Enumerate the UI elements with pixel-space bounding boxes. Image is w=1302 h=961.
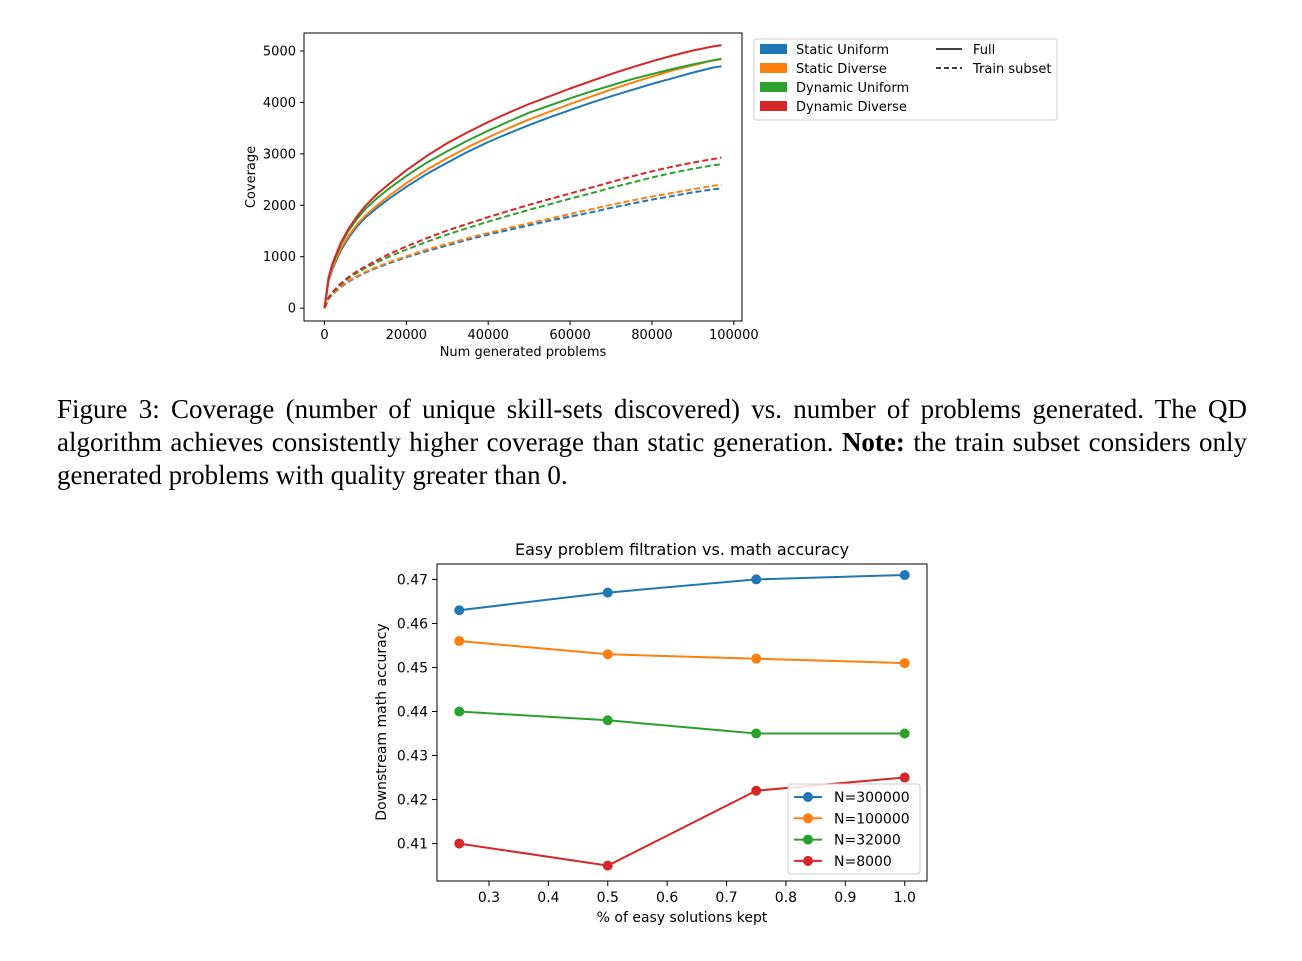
data-point-n-32000 bbox=[899, 728, 910, 739]
coverage-y-tick-label: 2000 bbox=[263, 199, 296, 214]
accuracy-y-tick-label: 0.43 bbox=[397, 749, 428, 765]
accuracy-y-ticks: 0.41 0.42 0.43 0.44 0.45 0.46 0.47 bbox=[397, 572, 437, 853]
data-point-n-8000 bbox=[454, 838, 465, 849]
accuracy-x-tick-label: 0.8 bbox=[775, 890, 797, 906]
legend-style-label-full: Full bbox=[973, 43, 995, 58]
accuracy-x-tick-label: 0.6 bbox=[656, 890, 678, 906]
data-point-n-100000 bbox=[454, 636, 465, 647]
accuracy-legend: N=300000 N=100000 N=32000 N=8000 bbox=[787, 783, 921, 875]
legend-label-static-uniform: Static Uniform bbox=[796, 43, 889, 58]
coverage-x-tick-label: 40000 bbox=[468, 328, 509, 343]
series-line-dynamic-uniform-train-subset bbox=[323, 163, 722, 309]
coverage-series-group bbox=[323, 44, 722, 309]
legend-marker-n-300000 bbox=[803, 792, 813, 802]
series-line-dynamic-diverse-train-subset bbox=[323, 156, 722, 309]
coverage-x-tick-label: 0 bbox=[320, 328, 328, 343]
data-point-n-100000 bbox=[899, 658, 910, 669]
data-point-n-300000 bbox=[454, 605, 465, 616]
data-point-n-8000 bbox=[602, 860, 613, 871]
accuracy-series-group bbox=[454, 570, 910, 871]
coverage-x-tick-label: 60000 bbox=[549, 328, 590, 343]
caption-note-label: Note: bbox=[841, 427, 905, 457]
coverage-x-tick-label: 100000 bbox=[709, 328, 759, 343]
accuracy-x-tick-label: 0.5 bbox=[597, 890, 619, 906]
accuracy-x-tick-label: 0.9 bbox=[834, 890, 856, 906]
coverage-legend-box bbox=[753, 38, 1058, 121]
series-line-n-300000 bbox=[459, 574, 905, 612]
data-point-n-8000 bbox=[751, 785, 762, 796]
data-point-n-300000 bbox=[751, 574, 762, 585]
legend-swatch-static-diverse bbox=[760, 63, 787, 73]
accuracy-y-tick-label: 0.45 bbox=[397, 660, 428, 676]
accuracy-y-tick-label: 0.44 bbox=[397, 704, 428, 720]
legend-style-label-train-subset: Train subset bbox=[972, 62, 1051, 77]
legend-label-static-diverse: Static Diverse bbox=[796, 62, 887, 77]
accuracy-legend-box bbox=[787, 783, 921, 875]
legend-label-n-100000: N=100000 bbox=[834, 811, 910, 827]
coverage-x-tick-label: 80000 bbox=[631, 328, 672, 343]
series-line-static-uniform-full bbox=[323, 65, 722, 309]
accuracy-x-tick-label: 0.7 bbox=[715, 890, 737, 906]
accuracy-y-axis-label: Downstream math accuracy bbox=[374, 623, 390, 820]
data-point-n-300000 bbox=[602, 587, 613, 598]
caption-figure-label: Figure 3: bbox=[57, 394, 160, 424]
coverage-y-tick-label: 3000 bbox=[263, 147, 296, 162]
legend-label-dynamic-diverse: Dynamic Diverse bbox=[796, 100, 907, 115]
data-point-n-32000 bbox=[751, 728, 762, 739]
accuracy-y-tick-label: 0.47 bbox=[397, 572, 428, 588]
legend-marker-n-100000 bbox=[803, 813, 813, 824]
accuracy-x-ticks: 0.3 0.4 0.5 0.6 0.7 0.8 0.9 1.0 bbox=[478, 881, 916, 906]
series-line-n-8000 bbox=[459, 776, 905, 867]
coverage-y-tick-label: 4000 bbox=[263, 96, 296, 111]
coverage-x-tick-label: 20000 bbox=[386, 328, 427, 343]
coverage-y-tick-label: 1000 bbox=[263, 250, 296, 265]
legend-label-dynamic-uniform: Dynamic Uniform bbox=[796, 81, 909, 96]
accuracy-y-tick-label: 0.41 bbox=[397, 837, 428, 853]
coverage-x-axis-label: Num generated problems bbox=[440, 345, 607, 360]
accuracy-y-tick-label: 0.46 bbox=[397, 616, 428, 632]
legend-marker-n-8000 bbox=[803, 855, 813, 866]
coverage-y-tick-label: 5000 bbox=[263, 45, 296, 60]
legend-label-n-300000: N=300000 bbox=[834, 790, 910, 806]
series-line-dynamic-diverse-full bbox=[323, 44, 722, 309]
coverage-y-ticks: 0 1000 2000 3000 4000 5000 bbox=[263, 45, 304, 317]
accuracy-x-tick-label: 1.0 bbox=[894, 890, 916, 906]
legend-swatch-static-uniform bbox=[760, 44, 787, 54]
legend-label-n-8000: N=8000 bbox=[834, 854, 892, 870]
series-line-static-diverse-full bbox=[323, 58, 722, 309]
data-point-n-100000 bbox=[602, 649, 613, 660]
legend-label-n-32000: N=32000 bbox=[834, 833, 901, 849]
caption-text: Coverage (number of unique skill-sets di… bbox=[57, 394, 1247, 457]
data-point-n-300000 bbox=[899, 570, 910, 581]
figure-caption: Figure 3: Coverage (number of unique ski… bbox=[57, 393, 1247, 492]
caption-note-text: the train subset considers only generate… bbox=[57, 427, 1248, 490]
data-point-n-32000 bbox=[602, 715, 613, 726]
accuracy-x-axis-label: % of easy solutions kept bbox=[597, 910, 768, 926]
data-point-n-8000 bbox=[899, 772, 910, 783]
legend-marker-n-32000 bbox=[803, 834, 813, 845]
data-point-n-100000 bbox=[751, 653, 762, 664]
series-line-n-100000 bbox=[459, 640, 905, 665]
accuracy-chart-title: Easy problem filtration vs. math accurac… bbox=[515, 540, 849, 559]
data-point-n-32000 bbox=[454, 706, 465, 717]
series-line-n-32000 bbox=[459, 710, 905, 735]
accuracy-plot-frame bbox=[436, 563, 928, 882]
series-line-static-diverse-train-subset bbox=[323, 183, 722, 309]
accuracy-y-tick-label: 0.42 bbox=[397, 793, 428, 809]
legend-swatch-dynamic-uniform bbox=[760, 82, 787, 92]
accuracy-x-tick-label: 0.3 bbox=[478, 890, 500, 906]
coverage-chart: 0 20000 40000 60000 80000 100000 0 1000 2000 300… bbox=[244, 32, 1058, 360]
coverage-y-axis-label: Coverage bbox=[244, 146, 259, 208]
coverage-x-ticks: 0 20000 40000 60000 80000 100000 bbox=[320, 321, 759, 343]
coverage-y-tick-label: 0 bbox=[288, 302, 296, 317]
series-line-dynamic-uniform-full bbox=[323, 57, 722, 309]
coverage-plot-frame bbox=[303, 32, 743, 322]
legend-swatch-dynamic-diverse bbox=[760, 101, 787, 111]
accuracy-x-tick-label: 0.4 bbox=[537, 890, 559, 906]
coverage-legend: Static Uniform Static Diverse Dynamic Unif… bbox=[753, 38, 1058, 121]
